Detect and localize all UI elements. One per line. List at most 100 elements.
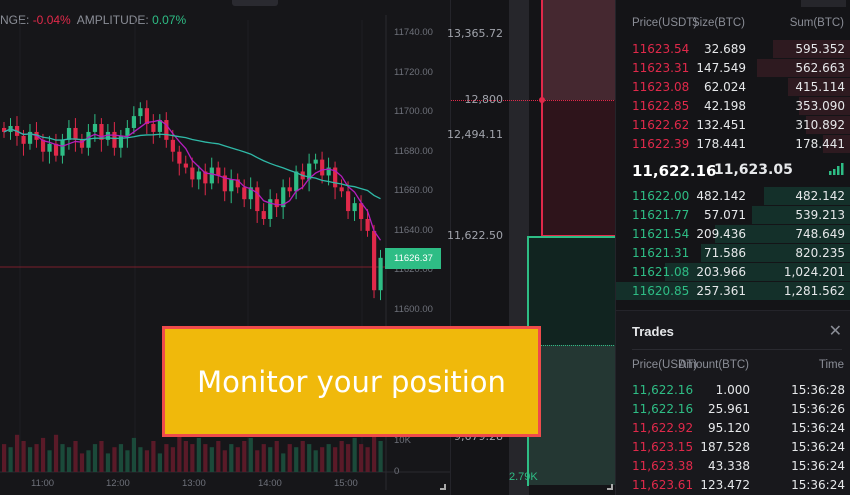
size: 482.142 <box>696 189 746 203</box>
ask-depth-area <box>542 100 616 236</box>
caption-banner: Monitor your position <box>162 326 541 437</box>
volume-bar <box>248 437 253 472</box>
volume-bar <box>287 444 292 472</box>
mark-price: 11,623.05 <box>714 162 793 178</box>
volume-bar <box>209 447 214 472</box>
order-row[interactable]: 11621.77 57.071 539.213 <box>616 206 850 225</box>
price-tick: 11720.00 <box>394 66 433 78</box>
volume-bar <box>2 444 7 472</box>
candle <box>92 124 98 132</box>
candle <box>170 139 175 152</box>
depth-bar <box>773 40 850 58</box>
volume-bar <box>190 444 195 472</box>
volume-bar <box>73 441 78 472</box>
order-row[interactable]: 11622.62 132.451 310.892 <box>616 116 850 135</box>
candle <box>60 139 65 156</box>
price-tick: 11620.00 <box>394 264 433 276</box>
depth-bar <box>822 135 850 153</box>
candle <box>307 163 312 180</box>
volume-bar <box>229 444 234 472</box>
order-row[interactable]: 11623.08 62.024 415.114 <box>616 78 850 97</box>
change-label: NGE: <box>0 13 30 27</box>
volume-bar <box>339 441 344 472</box>
candle <box>183 163 188 168</box>
resize-handle[interactable] <box>607 484 613 490</box>
trade-amount: 1.000 <box>715 383 750 397</box>
trade-time: 15:36:28 <box>791 383 845 397</box>
order-row[interactable]: 11621.54 209.436 748.649 <box>616 225 850 244</box>
bid-depth-area <box>529 237 616 345</box>
close-icon[interactable]: ✕ <box>828 323 842 340</box>
order-row[interactable]: 11621.31 71.586 820.235 <box>616 244 850 263</box>
candle <box>248 187 253 200</box>
volume-bar <box>372 434 377 472</box>
candle <box>99 124 104 140</box>
caption-text: Monitor your position <box>197 364 506 399</box>
volume-bar <box>60 444 65 472</box>
candle <box>229 179 234 192</box>
candle <box>2 127 7 132</box>
depth-bar <box>764 187 850 205</box>
candle <box>209 167 214 184</box>
candle <box>261 211 266 219</box>
candle <box>274 199 279 208</box>
order-row[interactable]: 11623.31 147.549 562.663 <box>616 59 850 78</box>
volume-bar <box>131 437 137 472</box>
candle <box>66 127 72 140</box>
candle <box>326 167 331 176</box>
size: 62.024 <box>704 80 746 94</box>
volume-bar <box>281 453 286 472</box>
trades-title: Trades <box>632 324 674 339</box>
candle <box>320 159 325 176</box>
candle <box>222 175 227 192</box>
trade-amount: 95.120 <box>708 421 750 435</box>
precision-select[interactable] <box>801 0 846 7</box>
candle <box>190 167 195 180</box>
col-header-price: Price(USDT) <box>632 17 698 29</box>
order-row[interactable]: 11623.54 32.689 595.352 <box>616 40 850 59</box>
trade-row: 11,623.15 187.528 15:36:24 <box>616 438 850 457</box>
volume-bar <box>66 447 72 472</box>
candle <box>359 203 364 219</box>
chart-view-button[interactable] <box>232 0 278 6</box>
depth-bar <box>665 263 850 281</box>
ask-depth-area <box>542 0 616 100</box>
volume-bar <box>359 444 364 472</box>
volume-bar <box>326 444 331 472</box>
price: 11621.54 <box>632 227 690 241</box>
volume-bar <box>53 434 59 472</box>
depth-bar <box>787 78 850 96</box>
resize-handle[interactable] <box>440 484 446 490</box>
order-row[interactable]: 11620.85 257.361 1,281.562 <box>616 282 850 301</box>
bid-depth-line <box>527 236 616 238</box>
candle <box>138 108 143 117</box>
volume-tick: 10K <box>394 435 411 446</box>
candle <box>21 135 26 144</box>
trade-price: 11,622.16 <box>632 383 694 397</box>
depth-cursor-price: 12,800 <box>464 93 504 106</box>
volume-bar <box>274 441 279 472</box>
order-row[interactable]: 11622.00 482.142 482.142 <box>616 187 850 206</box>
change-value: -0.04% <box>32 13 71 27</box>
volume-bar <box>47 450 52 472</box>
ask-depth-line <box>541 0 543 237</box>
candle <box>131 116 137 128</box>
price: 11622.62 <box>632 118 690 132</box>
order-row[interactable]: 11622.39 178.441 178.441 <box>616 135 850 154</box>
volume-bar <box>138 447 143 472</box>
order-row[interactable]: 11622.85 42.198 353.090 <box>616 97 850 116</box>
candle <box>157 120 162 132</box>
amplitude-value: 0.07% <box>152 13 187 27</box>
volume-bar <box>157 453 162 472</box>
candle <box>281 187 286 208</box>
price-tick: 11680.00 <box>394 145 433 157</box>
volume-bar <box>40 437 46 472</box>
sum: 539.213 <box>795 208 845 222</box>
ma-short-line <box>3 119 382 241</box>
trade-price: 11,623.15 <box>632 440 694 454</box>
order-row[interactable]: 11621.08 203.966 1,024.201 <box>616 263 850 282</box>
trade-row: 11,622.16 25.961 15:36:26 <box>616 400 850 419</box>
sum: 415.114 <box>795 80 845 94</box>
volume-bar <box>79 453 85 472</box>
trade-time: 15:36:24 <box>791 459 845 473</box>
